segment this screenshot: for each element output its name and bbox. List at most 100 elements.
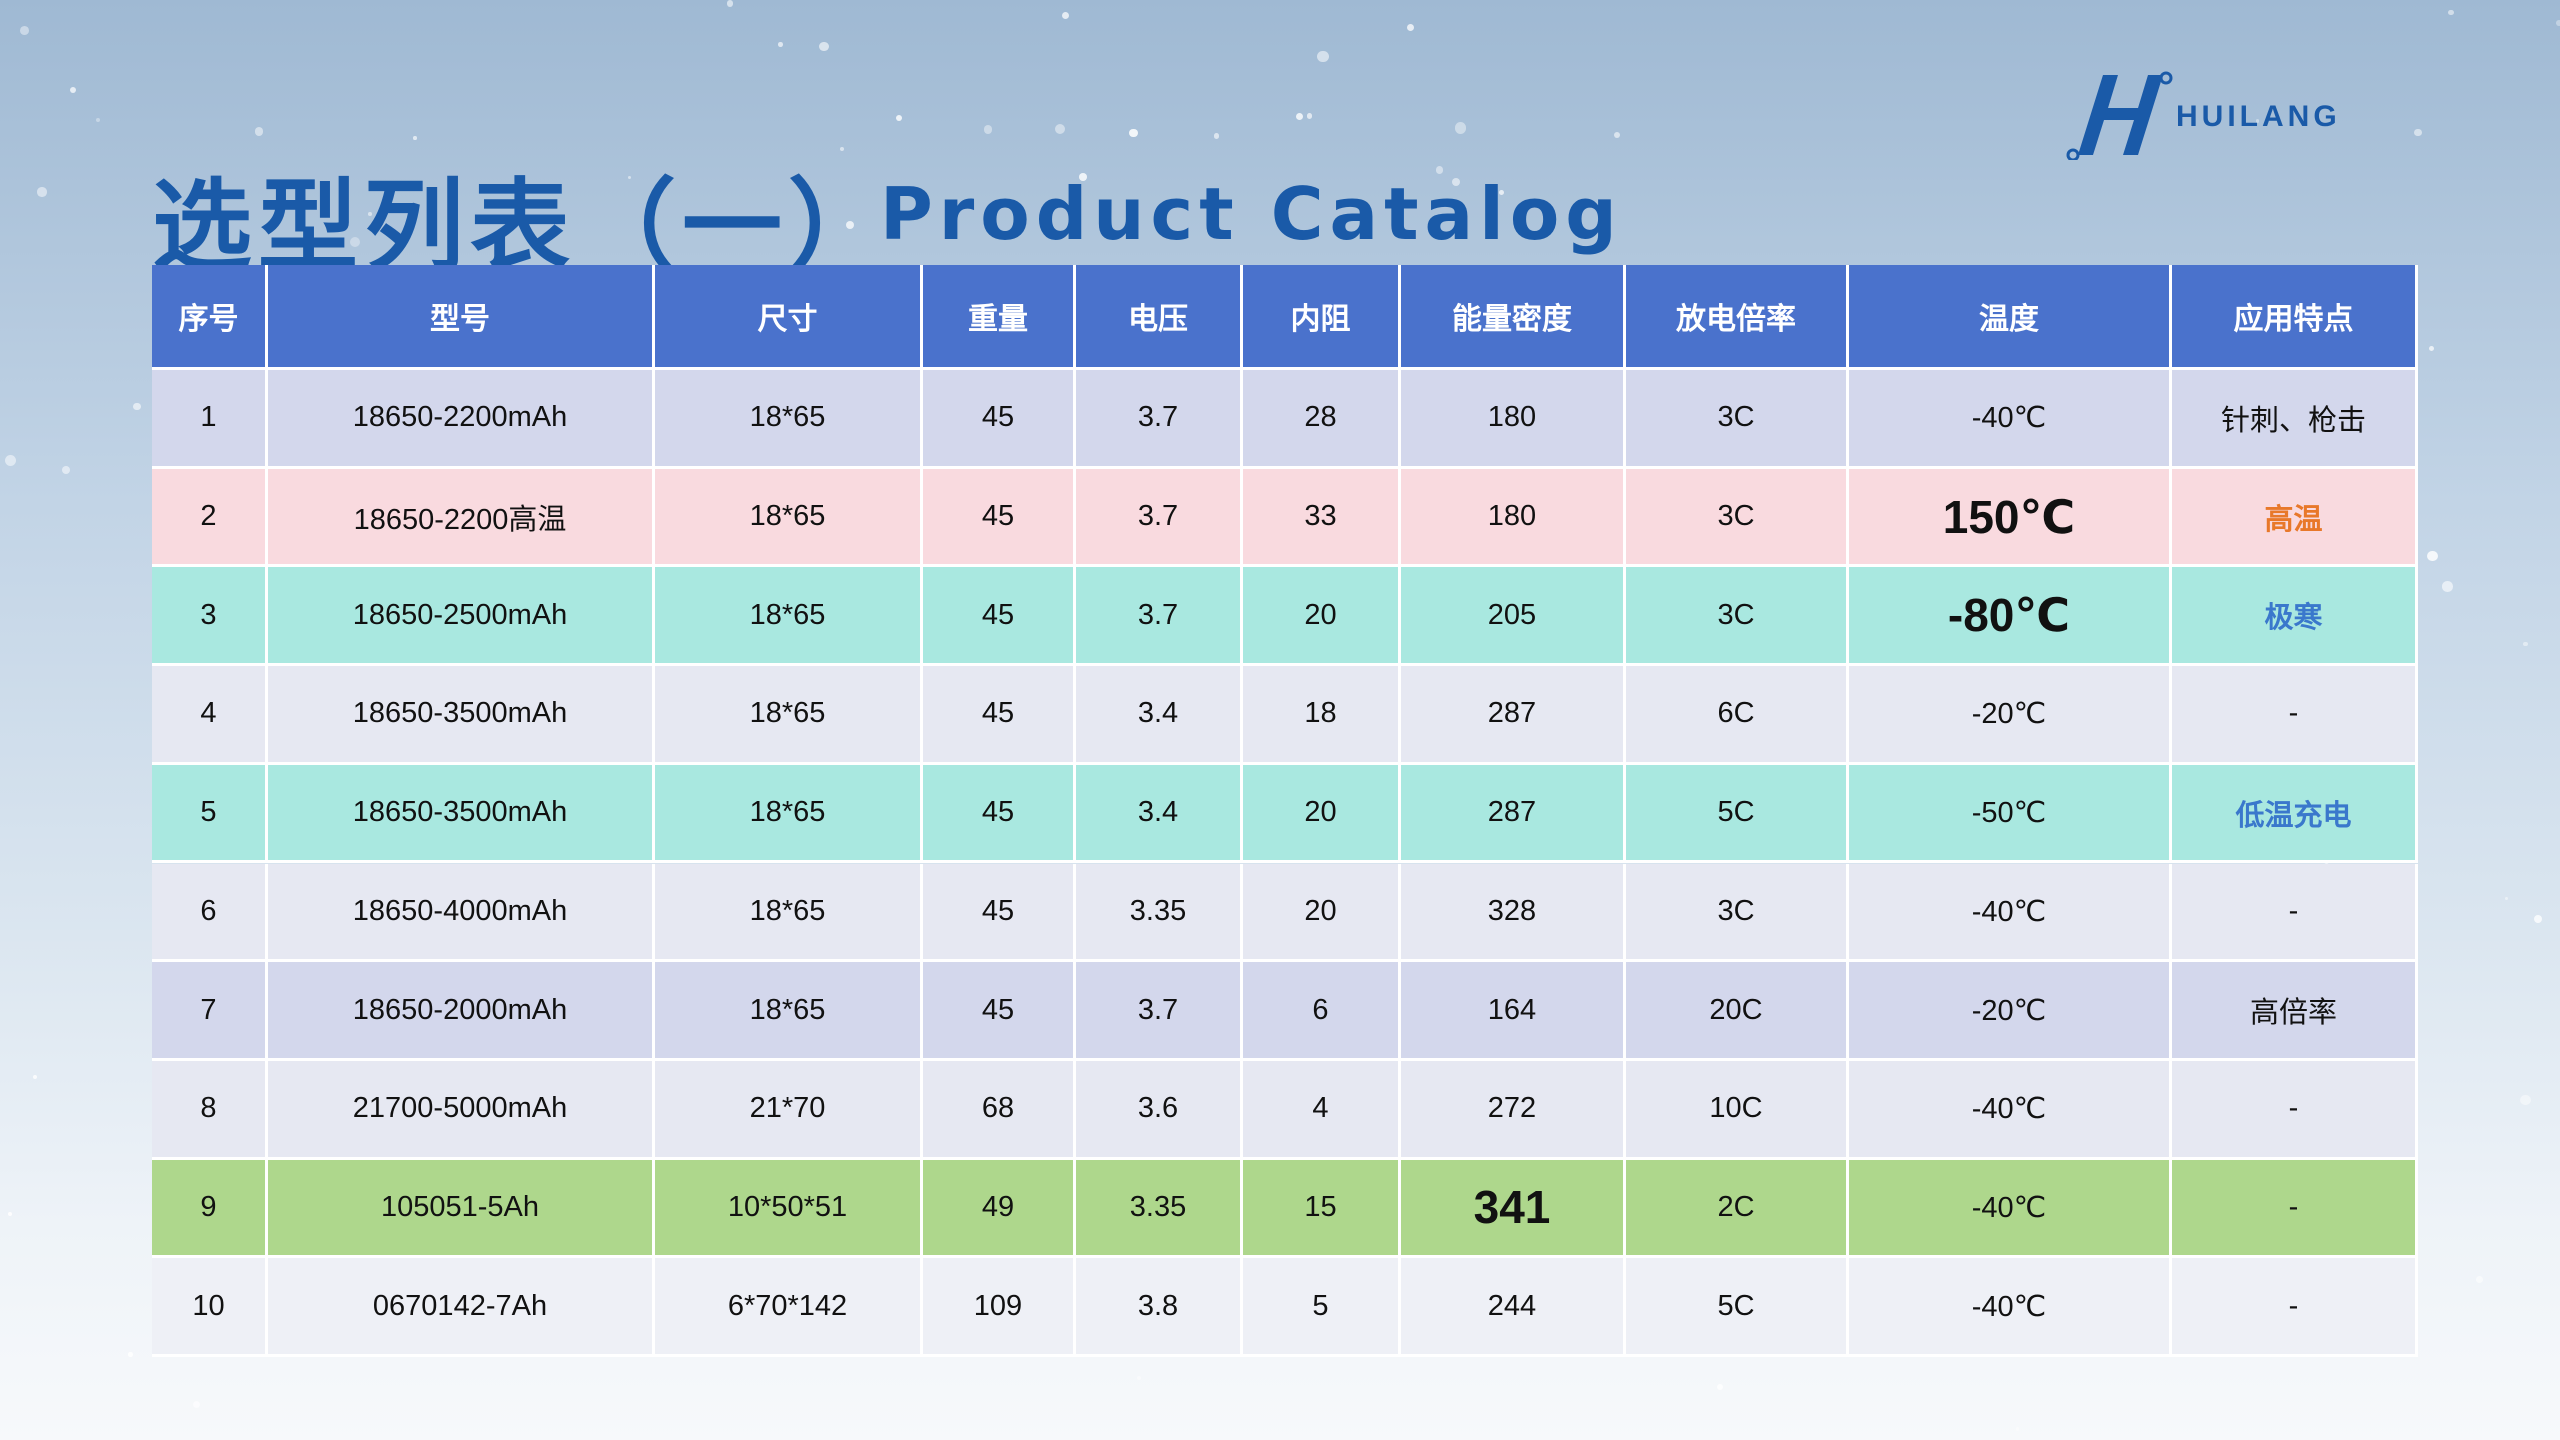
table-cell: 10C: [1626, 1060, 1849, 1160]
snowflake: [2523, 641, 2528, 647]
header-cell: 温度: [1849, 265, 2172, 370]
snowflake: [1406, 24, 1414, 32]
table-cell: 45: [923, 567, 1076, 667]
table-cell: -40℃: [1849, 370, 2172, 469]
table-cell: 6C: [1626, 666, 1849, 765]
table-cell: 3.4: [1076, 764, 1243, 864]
header-cell: 放电倍率: [1626, 265, 1849, 370]
table-cell: 244: [1401, 1258, 1626, 1357]
table-cell: 18*65: [655, 370, 923, 469]
header-cell: 型号: [268, 265, 655, 370]
table-cell: 180: [1401, 370, 1626, 469]
table-cell: 4: [1243, 1060, 1401, 1160]
snowflake: [983, 125, 993, 134]
table-cell: 7: [152, 962, 268, 1061]
table-cell: -: [2172, 1159, 2418, 1259]
table-cell: 3.35: [1076, 863, 1243, 963]
snowflake: [1451, 178, 1460, 187]
snowflake: [896, 114, 903, 121]
table-cell: 180: [1401, 468, 1626, 568]
snowflake: [2520, 1094, 2531, 1106]
table-cell: -20℃: [1849, 962, 2172, 1061]
table-cell: 3C: [1626, 370, 1849, 469]
snowflake: [628, 175, 632, 179]
table-cell: 6*70*142: [655, 1258, 923, 1357]
snowflake: [2441, 581, 2453, 592]
snowflake: [95, 117, 101, 123]
table-cell: 45: [923, 863, 1076, 963]
header-cell: 内阻: [1243, 265, 1401, 370]
table-cell: 20: [1243, 567, 1401, 667]
table-cell: 287: [1401, 764, 1626, 864]
table-cell: 33: [1243, 468, 1401, 568]
table-cell: 6: [1243, 962, 1401, 1061]
table-cell: -: [2172, 863, 2418, 963]
table-cell: 28: [1243, 370, 1401, 469]
table-cell: -: [2172, 1258, 2418, 1357]
table-cell: 287: [1401, 666, 1626, 765]
table-cell: 5: [1243, 1258, 1401, 1357]
header-cell: 电压: [1076, 265, 1243, 370]
snowflake: [2414, 128, 2423, 137]
table-cell: -50℃: [1849, 764, 2172, 864]
table-cell: 0670142-7Ah: [268, 1258, 655, 1357]
table-cell: 10*50*51: [655, 1159, 923, 1259]
snowflake: [413, 136, 417, 141]
table-cell: -40℃: [1849, 1258, 2172, 1357]
snowflake: [4, 454, 17, 467]
snowflake: [1455, 122, 1467, 134]
table-cell: 4: [152, 666, 268, 765]
table-cell: 18*65: [655, 666, 923, 765]
snowflake: [133, 402, 141, 411]
snowflake: [778, 42, 783, 48]
table-cell: 21700-5000mAh: [268, 1060, 655, 1160]
table-cell: 18650-2200高温: [268, 468, 655, 568]
snowflake: [2426, 550, 2438, 562]
table-cell: 3C: [1626, 567, 1849, 667]
table-cell: -20℃: [1849, 666, 2172, 765]
table-cell: 10: [152, 1258, 268, 1357]
table-cell: 高倍率: [2172, 962, 2418, 1061]
table-cell: 5C: [1626, 1258, 1849, 1357]
header-cell: 应用特点: [2172, 265, 2418, 370]
snowflake: [2556, 20, 2560, 27]
table-cell: 5: [152, 764, 268, 864]
table-cell: 18*65: [655, 863, 923, 963]
table-cell: -80℃: [1849, 567, 2172, 667]
snowflake: [1613, 131, 1621, 138]
snowflake: [70, 87, 77, 94]
snowflake: [7, 1211, 13, 1217]
table-cell: 1: [152, 370, 268, 469]
snowflake: [840, 146, 844, 151]
snowflake: [2428, 345, 2434, 351]
snowflake: [128, 1352, 133, 1357]
snowflake: [1296, 113, 1304, 121]
table-cell: 109: [923, 1258, 1076, 1357]
snowflake: [1498, 189, 1505, 196]
table-cell: 3.6: [1076, 1060, 1243, 1160]
table-cell: 2: [152, 468, 268, 568]
table-cell: 高温: [2172, 468, 2418, 568]
table-cell: 3.4: [1076, 666, 1243, 765]
table-cell: 18650-3500mAh: [268, 764, 655, 864]
header-cell: 尺寸: [655, 265, 923, 370]
table-cell: 49: [923, 1159, 1076, 1259]
snowflake: [1435, 166, 1444, 174]
table-cell: 3C: [1626, 468, 1849, 568]
table-cell: 3.7: [1076, 567, 1243, 667]
header-cell: 重量: [923, 265, 1076, 370]
table-cell: 8: [152, 1060, 268, 1160]
snowflake: [819, 41, 829, 52]
table-cell: 低温充电: [2172, 764, 2418, 864]
snowflake: [193, 1400, 201, 1408]
snowflake: [2255, 119, 2260, 124]
logo-text: HUILANG: [2176, 100, 2341, 133]
table-cell: 18650-2200mAh: [268, 370, 655, 469]
header-cell: 能量密度: [1401, 265, 1626, 370]
table-cell: 3.7: [1076, 370, 1243, 469]
table-cell: -40℃: [1849, 1159, 2172, 1259]
table-cell: 272: [1401, 1060, 1626, 1160]
table-cell: 18*65: [655, 962, 923, 1061]
table-cell: -: [2172, 1060, 2418, 1160]
